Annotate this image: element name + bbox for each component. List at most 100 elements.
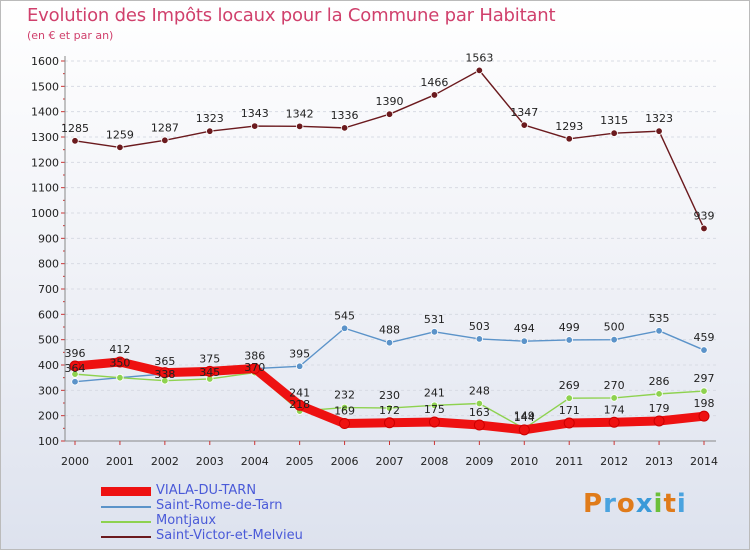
x-tick-label: 2012: [600, 455, 628, 468]
data-label: 1390: [376, 95, 404, 108]
logo-letter: r: [603, 489, 617, 519]
y-tick-label: 1300: [31, 131, 59, 144]
data-point: [608, 416, 620, 428]
data-label: 1342: [286, 107, 314, 120]
data-point: [565, 336, 573, 344]
data-point: [565, 135, 573, 143]
legend-swatch-saint-rome: [101, 506, 151, 508]
data-point: [384, 417, 395, 429]
y-tick-label: 1600: [31, 55, 59, 68]
data-point: [430, 401, 439, 409]
y-tick-label: 200: [38, 410, 59, 423]
x-tick-label: 2002: [151, 455, 179, 468]
data-point: [71, 137, 79, 145]
x-tick-label: 2003: [196, 455, 224, 468]
data-label: 269: [559, 379, 580, 392]
data-point: [518, 424, 530, 436]
data-label: 499: [559, 321, 580, 334]
legend-label-saint-rome: Saint-Rome-de-Tarn: [156, 498, 283, 513]
data-point: [385, 339, 394, 347]
data-point: [71, 378, 79, 386]
data-label: 939: [694, 209, 715, 222]
data-label: 232: [334, 389, 355, 402]
series-line-saint-victor-et-melvieu: [74, 69, 705, 230]
x-tick-label: 2009: [465, 455, 493, 468]
data-point: [430, 91, 439, 99]
data-point: [653, 415, 665, 427]
data-point: [610, 394, 618, 402]
data-label: 338: [154, 368, 175, 381]
data-point: [610, 335, 618, 344]
data-label: 248: [469, 385, 490, 398]
data-label: 386: [244, 350, 265, 363]
data-label: 144: [514, 411, 535, 424]
data-label: 1323: [196, 112, 224, 125]
x-tick-label: 2011: [555, 455, 583, 468]
x-tick-label: 2000: [61, 455, 89, 468]
data-label: 175: [424, 403, 445, 416]
data-label: 198: [694, 397, 715, 410]
data-point: [116, 143, 124, 152]
data-label: 500: [604, 321, 625, 334]
data-point: [473, 419, 485, 431]
data-label: 488: [379, 324, 400, 337]
x-tick-label: 2004: [241, 455, 269, 468]
data-point: [159, 367, 171, 379]
data-point: [610, 129, 618, 137]
x-tick-label: 2007: [376, 455, 404, 468]
data-label: 412: [109, 343, 130, 356]
y-tick-label: 1000: [31, 207, 59, 220]
data-label: 531: [424, 313, 445, 326]
data-point: [204, 365, 216, 377]
logo-letter: x: [635, 489, 654, 519]
data-label: 174: [604, 403, 625, 416]
data-point: [430, 328, 439, 336]
data-point: [520, 337, 528, 345]
data-label: 1285: [61, 122, 89, 135]
x-tick-label: 2001: [106, 455, 134, 468]
legend-swatch-montjaux: [101, 521, 151, 523]
data-point: [655, 127, 663, 135]
y-tick-label: 700: [38, 283, 59, 296]
data-label: 1287: [151, 121, 179, 134]
data-point: [700, 346, 708, 354]
y-tick-label: 1400: [31, 106, 59, 119]
data-label: 230: [379, 389, 400, 402]
legend-item-montjaux: Montjaux: [101, 513, 361, 530]
y-tick-label: 1200: [31, 156, 59, 169]
data-label: 503: [469, 320, 490, 333]
logo-letter: o: [616, 489, 636, 519]
data-label: 1466: [420, 76, 448, 89]
data-point: [520, 121, 528, 129]
data-label: 350: [109, 356, 130, 369]
data-point: [295, 362, 304, 370]
chart-subtitle: (en € et par an): [27, 29, 114, 42]
proxiti-logo: Proxiti: [583, 489, 687, 519]
y-tick-label: 300: [38, 384, 59, 397]
data-point: [340, 324, 349, 332]
data-label: 545: [334, 309, 355, 322]
data-label: 218: [289, 398, 310, 411]
data-label: 1315: [600, 114, 628, 127]
data-label: 1323: [645, 112, 673, 125]
y-tick-label: 900: [38, 232, 59, 245]
data-label: 241: [289, 386, 310, 399]
data-label: 172: [379, 404, 400, 417]
y-tick-label: 400: [38, 359, 59, 372]
data-label: 1343: [241, 107, 269, 120]
data-label: 396: [65, 347, 86, 360]
data-label: 395: [289, 347, 310, 360]
data-point: [700, 224, 708, 233]
data-point: [698, 410, 710, 422]
data-label: 370: [244, 361, 265, 374]
data-label: 364: [65, 362, 86, 375]
data-point: [295, 122, 304, 131]
data-label: 365: [154, 355, 175, 368]
data-label: 1563: [465, 51, 493, 64]
data-point: [475, 399, 484, 408]
data-point: [700, 387, 708, 395]
y-tick-label: 500: [38, 334, 59, 347]
legend-item-viala: VIALA-DU-TARN: [101, 483, 361, 500]
